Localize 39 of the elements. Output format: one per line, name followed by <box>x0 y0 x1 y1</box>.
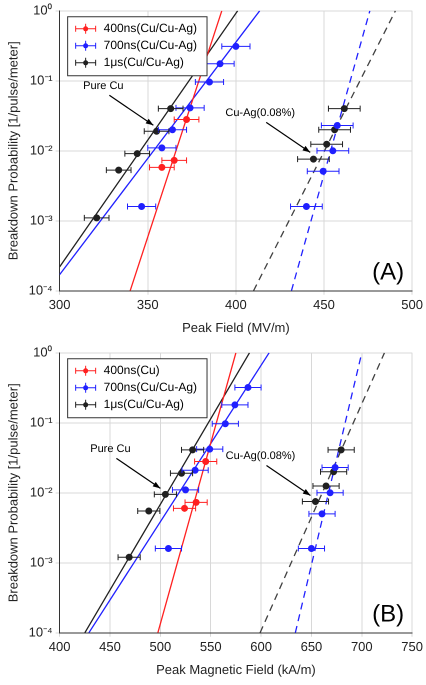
x-axis-title: Peak Magnetic Field (kA/m) <box>156 662 316 677</box>
y-tick-label: 10⁰ <box>33 344 53 360</box>
annotation: Cu-Ag(0.08%) <box>226 450 296 462</box>
x-tick-label: 500 <box>150 639 172 654</box>
y-tick-label: 10⁻⁴ <box>28 282 53 298</box>
legend-label: 400ns(Cu) <box>104 363 160 378</box>
x-tick-label: 350 <box>136 297 159 312</box>
x-tick-label: 300 <box>48 297 70 312</box>
annotation: Pure Cu <box>83 80 124 92</box>
legend-label: 400ns(Cu/Cu-Ag) <box>104 21 198 36</box>
y-tick-label: 10⁻³ <box>30 212 54 228</box>
x-axis-title: Peak Field (MV/m) <box>182 320 290 335</box>
y-tick-label: 10⁻³ <box>30 554 54 570</box>
annotation: Cu-Ag(0.08%) <box>225 106 296 119</box>
x-tick-label: 550 <box>200 639 222 654</box>
x-tick-label: 500 <box>401 297 424 312</box>
x-tick-label: 400 <box>225 297 247 312</box>
x-tick-label: 400 <box>48 639 70 654</box>
y-tick-label: 10⁻¹ <box>30 72 54 88</box>
x-tick-label: 450 <box>99 639 121 654</box>
y-tick-label: 10⁻¹ <box>30 414 54 430</box>
legend-label: 700ns(Cu/Cu-Ag) <box>104 380 198 394</box>
annotation: (A) <box>372 258 404 286</box>
x-tick-label: 700 <box>350 639 373 654</box>
x-tick-label: 600 <box>250 639 272 654</box>
y-tick-label: 10⁻² <box>30 142 54 158</box>
legend-label: 1μs(Cu/Cu-Ag) <box>104 55 184 70</box>
legend-label: 700ns(Cu/Cu-Ag) <box>104 38 198 52</box>
x-tick-label: 450 <box>313 297 335 312</box>
y-tick-label: 10⁻⁴ <box>28 624 53 640</box>
legend-label: 1μs(Cu/Cu-Ag) <box>104 397 184 412</box>
y-tick-label: 10⁰ <box>33 2 53 18</box>
annotation: Pure Cu <box>90 442 131 455</box>
y-axis-title: Breakdown Probability [1/pulse/meter] <box>5 383 20 602</box>
x-tick-label: 750 <box>401 639 424 654</box>
y-tick-label: 10⁻² <box>30 484 54 500</box>
annotation: (B) <box>372 600 404 628</box>
y-axis-title: Breakdown Probability [1/pulse/meter] <box>5 41 20 260</box>
x-tick-label: 650 <box>300 639 322 654</box>
